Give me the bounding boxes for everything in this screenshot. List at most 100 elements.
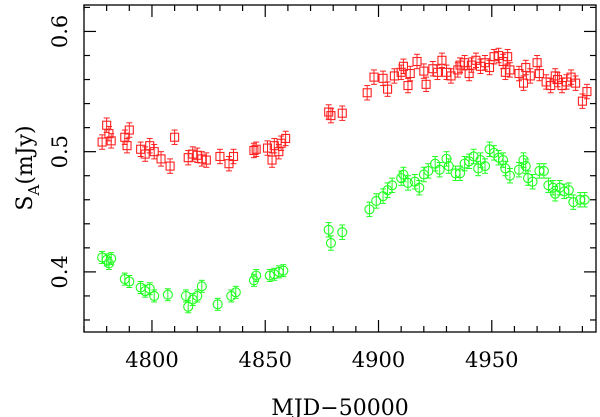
marker-circle [248,275,259,286]
data-point-circle [183,300,194,314]
marker-square [201,155,211,165]
data-point-square [412,53,422,70]
marker-square [412,56,422,67]
marker-circle [103,258,114,269]
data-point-circle [479,158,491,174]
marker-square [378,73,388,83]
marker-square [419,66,429,76]
data-point-circle [493,149,504,166]
marker-square [122,141,132,151]
data-point-circle [513,161,525,178]
data-point-square [582,83,592,100]
marker-square [251,144,261,154]
marker-circle [149,290,160,301]
marker-circle [364,204,375,215]
data-point-circle [414,180,425,196]
data-point-square [534,65,544,82]
marker-square [97,137,107,147]
y-axis-label: SA(mJy) [13,125,43,210]
marker-circle [230,287,241,298]
data-point-square [97,134,107,150]
data-point-square [149,143,159,160]
data-point-square [432,64,442,81]
x-tick-label: 4800 [125,348,178,372]
marker-square [525,71,535,81]
series-square-red [97,47,592,174]
y-axis-label-rest: (mJy) [13,125,38,184]
data-point-circle [371,193,382,209]
marker-square [124,125,134,135]
y-tick-label: 0.6 [48,15,72,48]
marker-circle [278,265,289,276]
data-point-circle [180,289,191,303]
data-point-square [437,52,447,69]
marker-circle [325,237,336,249]
marker-square [546,80,556,91]
marker-square [383,84,393,94]
marker-square [249,145,259,156]
marker-square [582,87,592,97]
marker-square [156,154,166,164]
data-point-square [484,59,495,76]
marker-square [396,67,406,77]
marker-circle [387,180,398,191]
marker-square [534,68,544,79]
data-point-square [106,133,116,149]
data-point-square [464,65,474,82]
data-point-square [577,93,587,109]
marker-circle [251,270,262,281]
marker-square [337,108,347,118]
marker-circle [538,165,549,176]
marker-circle [337,227,348,238]
marker-square [362,88,372,98]
data-point-square [165,158,175,174]
data-point-circle [124,274,135,289]
marker-square [262,143,273,153]
marker-circle [106,253,117,264]
marker-square [228,151,239,162]
data-point-square [514,65,524,82]
data-point-circle [402,175,414,191]
marker-circle [323,224,334,235]
data-point-circle [337,224,348,240]
marker-circle [479,161,491,172]
data-point-square [362,85,372,101]
marker-square [165,161,175,171]
y-axis-label-sub: A [25,185,43,197]
marker-circle [568,197,579,208]
marker-square [437,55,447,65]
marker-square [505,65,515,75]
data-point-circle [230,285,241,299]
y-axis-label-main: S [13,196,38,211]
marker-circle [124,276,135,287]
data-point-square [326,107,336,124]
marker-circle [196,281,207,292]
marker-square [421,79,431,89]
data-point-circle [387,177,398,194]
data-point-square [446,68,456,84]
marker-square [484,62,495,73]
x-tick-label: 4900 [352,348,405,372]
data-point-circle [527,174,538,190]
data-point-square [281,130,291,147]
y-tick-label: 0.4 [48,255,72,288]
data-point-circle [455,165,466,182]
data-point-square [525,68,535,84]
data-point-circle [278,264,289,278]
data-point-square [251,141,261,157]
marker-square [405,68,415,79]
data-point-square [546,77,556,94]
marker-square [460,58,470,68]
data-point-square [262,140,273,156]
data-point-square [122,137,132,154]
marker-circle [144,283,155,294]
marker-square [267,155,277,165]
marker-square [215,151,225,162]
marker-circle [455,168,466,179]
marker-circle [504,170,515,181]
plot-frame [83,4,597,333]
data-point-square [337,105,347,121]
data-point-square [369,69,379,85]
y-tick-label: 0.5 [48,135,72,168]
